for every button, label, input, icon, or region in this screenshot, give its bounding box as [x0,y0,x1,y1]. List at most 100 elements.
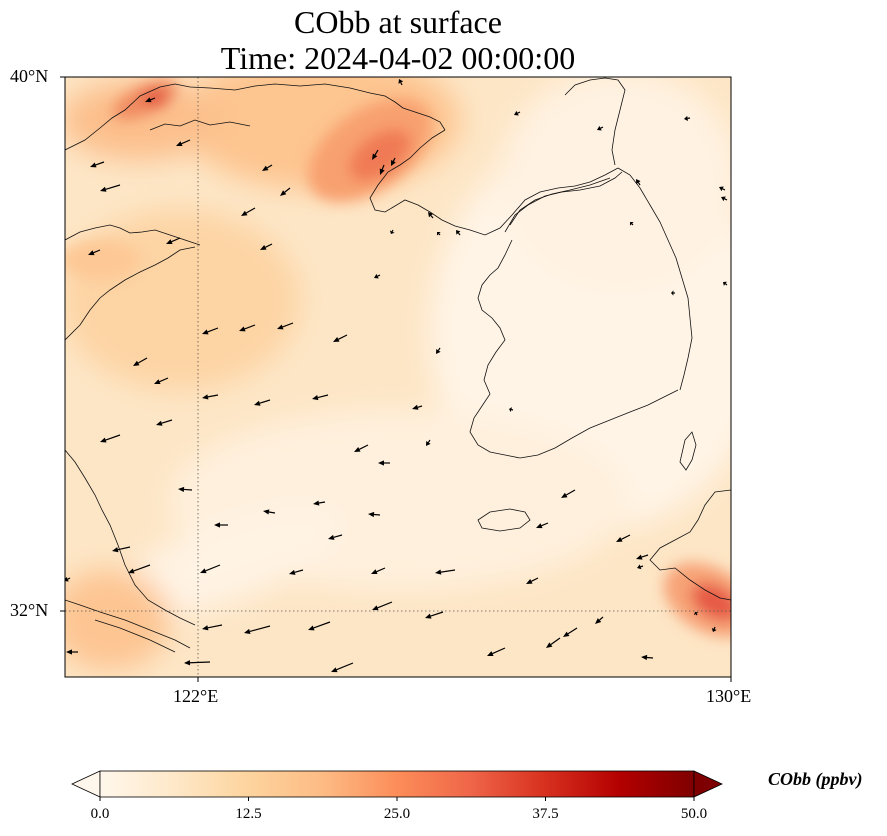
wind-arrow-shaft [137,357,148,364]
wind-arrow-head [526,578,533,584]
wind-arrow-head [711,628,717,632]
wind-arrow-shaft [67,577,71,580]
wind-arrow-shaft [417,405,423,408]
wind-arrow-head [328,534,335,540]
wind-arrow-shaft [245,207,256,214]
colorbar-tick: 37.5 [532,806,559,822]
wind-arrow-head [178,486,185,493]
wind-arrow-shaft [565,489,576,496]
wind-arrow-shaft [317,394,329,399]
wind-arrow-head [154,379,161,385]
wind-arrow-shaft [150,97,156,101]
wind-arrow-head [641,654,648,661]
wind-arrow-head [719,186,724,192]
wind-arrow-head [280,190,287,196]
wind-arrow-head [412,404,419,410]
wind-arrow-head [184,660,191,666]
wind-arrow-head [263,509,270,515]
coastline-liaodong [369,129,619,236]
wind-arrow-shaft [377,601,393,609]
coastline-jiangsu [65,449,196,626]
wind-arrow-shaft [381,164,385,170]
wind-arrow-shaft [391,229,394,232]
wind-arrow-shaft [567,627,578,635]
wind-arrow-shaft [637,182,641,186]
wind-arrow-head [308,625,315,631]
wind-arrow-shaft [205,564,221,572]
border-korea-china-2 [509,177,611,226]
lon-label-122e: 122°E [173,686,219,706]
wind-arrow-shaft [713,626,716,630]
lat-label-40n: 40°N [10,66,49,86]
wind-arrow-shaft [440,569,456,573]
wind-arrow-head [721,196,726,202]
coastline-north-korea-east [564,77,626,166]
wind-arrow-head [637,564,642,570]
lon-label-130e: 130°E [706,686,752,706]
wind-arrow-shaft [207,624,223,629]
coastline-shandong-south [65,246,196,341]
wind-arrow-shaft [400,82,403,86]
wind-arrow-head [202,625,209,631]
wind-arrow-shaft [266,164,273,169]
axis-ticks [60,76,732,682]
wind-arrow-shaft [646,656,654,659]
coastline-tsushima [679,431,697,471]
coastlines [65,77,731,653]
wind-arrow-shaft [181,139,191,145]
coastline-shandong-north [65,224,201,246]
wind-arrow-shaft [492,647,506,655]
wind-arrow-head [66,649,72,655]
coastline-yangtze-island [94,619,176,653]
wind-arrow-shaft [392,157,396,162]
colorbar [71,770,723,801]
wind-arrow-shaft [207,327,219,333]
wind-arrow-shaft [265,243,273,248]
colorbar-label: CObb (ppbv) [768,769,863,789]
wind-arrow-head [133,360,140,366]
wind-arrow-head [239,326,246,332]
wind-arrow-head [241,210,248,216]
wind-arrow-head [262,165,269,171]
wind-arrow-head [372,153,378,160]
wind-arrow-shaft [377,274,381,277]
wind-arrow-shaft [313,621,331,629]
wind-arrow-head [436,231,441,236]
wind-arrow-shaft [457,232,461,236]
wind-arrow-head [426,440,431,446]
wind-arrow-shaft [268,511,276,514]
wind-arrow-head [629,221,634,226]
wind-arrow-shaft [373,513,381,516]
wind-arrow-head [372,605,379,611]
wind-arrow-shaft [631,223,634,226]
wind-arrow-head [176,141,183,147]
wind-arrow-head [312,395,319,401]
wind-arrow-head [333,336,340,342]
gridlines [65,77,731,677]
coastline-bohai-north [65,83,446,151]
coastline-korea-west [469,239,679,459]
wind-arrow-head [331,667,338,673]
plot-frame [64,76,732,678]
wind-arrow-head [244,628,251,634]
colorbar-bar [99,770,695,798]
wind-arrow-shaft [171,237,181,243]
wind-arrow-head [202,394,209,400]
wind-vectors [65,79,728,673]
wind-arrow-shaft [159,377,169,383]
wind-arrow-head [277,324,284,330]
wind-arrow-head [214,522,220,528]
wind-arrow-shaft [294,569,304,573]
wind-arrow-head [684,115,689,121]
wind-arrow-shaft [183,488,193,491]
wind-arrow-shaft [640,565,644,568]
wind-arrow-head [561,492,568,498]
coastline-korea-east [617,167,693,391]
wind-arrow-shaft [207,394,219,398]
wind-arrow-shaft [427,439,431,443]
wind-arrow-shaft [359,444,369,450]
wind-arrow-head [128,568,135,574]
wind-arrow-head [156,420,163,426]
wind-arrow-head [389,230,395,234]
